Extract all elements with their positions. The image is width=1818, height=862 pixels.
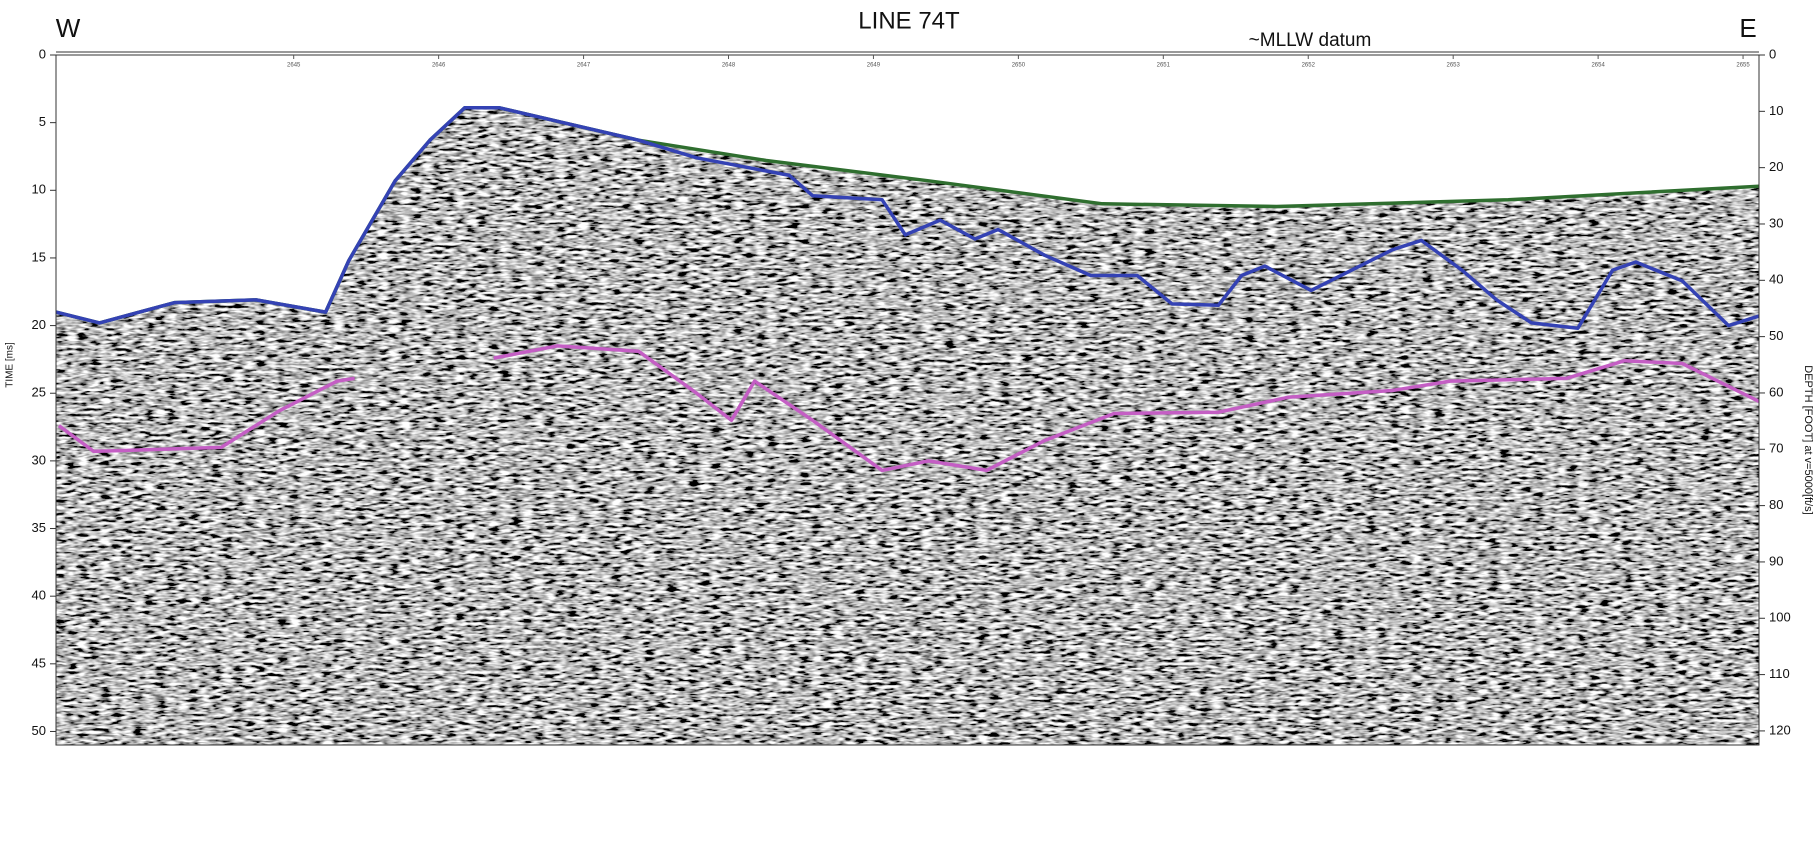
y2-axis-label: DEPTH [FOOT] at v=5000[ft/s] (1802, 365, 1814, 514)
y2-tick-label: 110 (1769, 666, 1790, 681)
x-tick-label: 2645 (287, 63, 301, 69)
x-tick-label: 2650 (1012, 63, 1026, 69)
y-tick-label: 10 (32, 182, 46, 197)
y-tick-label: 40 (32, 588, 46, 603)
y2-tick-label: 70 (1769, 441, 1783, 456)
y2-tick-label: 10 (1769, 103, 1783, 118)
y2-tick-label: 40 (1769, 272, 1783, 287)
y-tick-label: 15 (32, 249, 46, 264)
seismic-profile: LINE 74T W E ~MLLW datum TIME [ms] DEPTH… (0, 0, 1818, 862)
y2-tick-label: 50 (1769, 328, 1783, 343)
y2-tick-label: 60 (1769, 384, 1783, 399)
x-tick-label: 2649 (867, 63, 881, 69)
y-tick-label: 45 (32, 655, 46, 670)
x-tick-label: 2654 (1591, 63, 1605, 69)
y-tick-label: 20 (32, 317, 46, 332)
y-axis-label: TIME [ms] (5, 342, 16, 388)
x-tick-label: 2653 (1447, 63, 1461, 69)
x-tick-label: 2655 (1736, 63, 1750, 69)
y2-tick-label: 30 (1769, 215, 1783, 230)
x-tick-label: 2647 (577, 63, 591, 69)
datum-label: ~MLLW datum (1249, 30, 1372, 51)
x-tick-label: 2652 (1302, 63, 1316, 69)
x-tick-label: 2651 (1157, 63, 1171, 69)
y-tick-label: 25 (32, 385, 46, 400)
west-label: W (56, 13, 81, 43)
y2-tick-label: 0 (1769, 46, 1776, 61)
y-tick-label: 35 (32, 520, 46, 535)
y2-tick-label: 90 (1769, 553, 1783, 568)
east-label: E (1739, 13, 1756, 43)
y-tick-label: 0 (39, 46, 46, 61)
y2-tick-label: 120 (1769, 722, 1791, 737)
y-tick-label: 30 (32, 452, 46, 467)
x-tick-label: 2646 (432, 63, 446, 69)
y-tick-label: 50 (32, 723, 46, 738)
y2-tick-label: 80 (1769, 497, 1783, 512)
y2-tick-label: 100 (1769, 610, 1791, 625)
chart-title: LINE 74T (858, 7, 960, 34)
x-tick-label: 2648 (722, 63, 736, 69)
y2-tick-label: 20 (1769, 159, 1783, 174)
y-tick-label: 5 (39, 114, 46, 129)
